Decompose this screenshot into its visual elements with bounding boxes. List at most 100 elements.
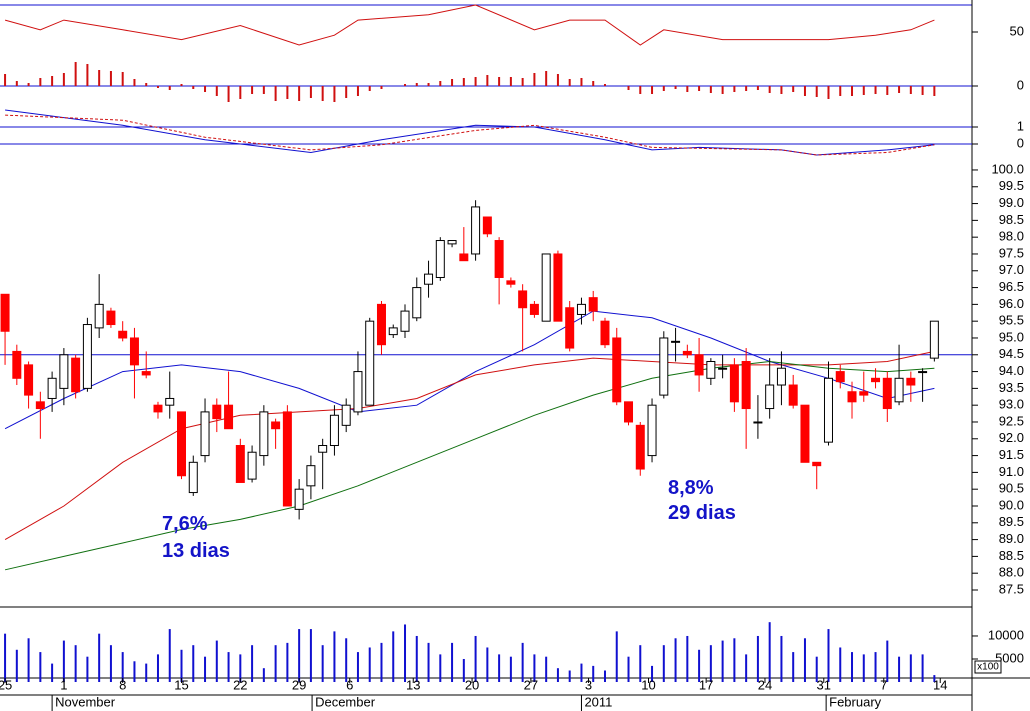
candle-body (553, 253, 563, 322)
candle-body (259, 411, 269, 457)
candle-body (671, 340, 681, 343)
bar (545, 71, 548, 86)
bar (898, 656, 901, 682)
bar (886, 640, 889, 682)
bar (321, 86, 324, 101)
bar (15, 649, 18, 682)
bar (886, 86, 889, 95)
bar (592, 665, 595, 682)
bar (651, 665, 654, 682)
bar (874, 652, 877, 682)
candle-body (212, 404, 222, 420)
y-tick-label: 89.5 (999, 514, 1024, 529)
x-tick-label: 25 (0, 677, 12, 692)
annotation: 13 dias (162, 540, 230, 562)
y-tick-label: 93.0 (999, 397, 1024, 412)
bar (556, 74, 559, 86)
y-tick-label: 98.5 (999, 212, 1024, 227)
candle-body (929, 320, 939, 359)
bar (498, 654, 501, 682)
y-tick-label: 96.5 (999, 279, 1024, 294)
bar (86, 656, 89, 682)
candle-body (341, 404, 351, 426)
bar (615, 631, 618, 682)
y-tick-label: 95.0 (999, 329, 1024, 344)
bar (568, 670, 571, 682)
bar (62, 640, 65, 682)
y-tick-label: 92.5 (999, 413, 1024, 428)
bar (27, 638, 30, 682)
series-line (4, 360, 935, 571)
bar (368, 86, 371, 91)
bar (380, 86, 383, 89)
bar (603, 670, 606, 682)
y-tick-label: 100.0 (991, 161, 1024, 176)
x-tick-label: 15 (174, 677, 188, 692)
bar (309, 629, 312, 682)
candle-body (447, 240, 457, 245)
annotation: 7,6% (162, 513, 208, 535)
y-tick-label: 1 (1017, 118, 1024, 133)
candle-body (859, 391, 869, 396)
bar (498, 77, 501, 86)
bar (827, 86, 830, 99)
candle-body (0, 293, 10, 332)
bar (439, 81, 442, 86)
candle-body (188, 461, 198, 494)
annotation: 8,8% (668, 477, 714, 499)
bar (427, 83, 430, 86)
bar (839, 647, 842, 682)
y-tick-label: 97.0 (999, 262, 1024, 277)
bar (745, 654, 748, 682)
bar (156, 86, 159, 88)
bar (439, 654, 442, 682)
candle-body (94, 303, 104, 329)
bar (921, 86, 924, 95)
candle-body (200, 411, 210, 457)
x-tick-label: 14 (933, 677, 947, 692)
y-tick-label: 92.0 (999, 430, 1024, 445)
bar (486, 647, 489, 682)
candle-body (506, 280, 516, 285)
x-tick-label: 1 (60, 677, 67, 692)
bar (827, 629, 830, 682)
candle-body (776, 367, 786, 386)
bar (874, 86, 877, 94)
bar (133, 661, 136, 682)
bar (639, 86, 642, 94)
candle-body (47, 377, 57, 399)
candle-body (788, 384, 798, 406)
bar (909, 654, 912, 682)
y-tick-label: 91.5 (999, 447, 1024, 462)
candle-body (847, 391, 857, 403)
bar (251, 86, 254, 94)
y-tick-label: 98.0 (999, 229, 1024, 244)
bar (356, 86, 359, 96)
candle-body (294, 488, 304, 510)
y-tick-label: 90.5 (999, 481, 1024, 496)
bar (698, 86, 701, 91)
bar (109, 645, 112, 682)
bar (851, 86, 854, 96)
bar (839, 86, 842, 96)
candle-body (694, 354, 704, 376)
candle-body (129, 337, 139, 366)
candle-body (365, 320, 375, 406)
bar (239, 86, 242, 99)
month-label: November (55, 694, 116, 709)
bar (98, 633, 101, 682)
bar (686, 86, 689, 92)
y-tick-label: 5000 (995, 650, 1024, 665)
candle-body (71, 357, 81, 393)
bar (262, 86, 265, 94)
candle-body (918, 371, 928, 374)
bar (909, 86, 912, 94)
candle-body (24, 364, 34, 396)
bar (674, 638, 677, 682)
bar (356, 652, 359, 682)
month-label: December (315, 694, 376, 709)
bar (274, 86, 277, 101)
candle-body (141, 371, 151, 376)
x-tick-label: 7 (880, 677, 887, 692)
